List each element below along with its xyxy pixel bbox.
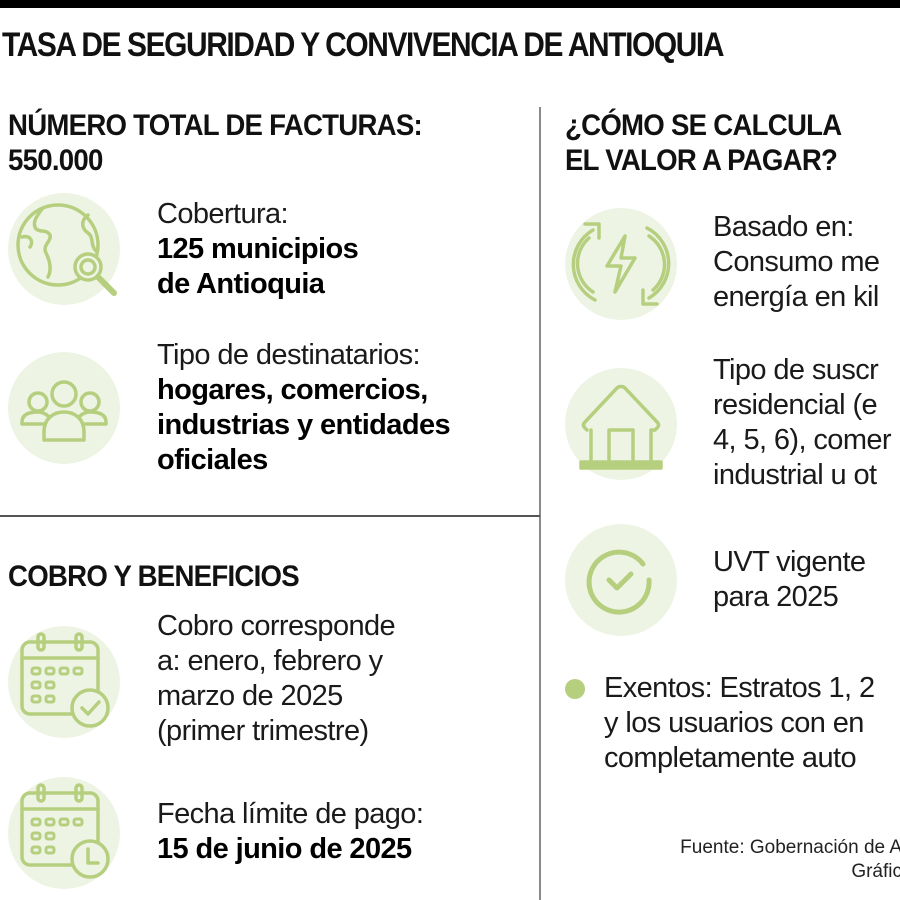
coverage-block: Cobertura: 125 municipios de Antioquia	[157, 198, 359, 300]
billing-heading: COBRO Y BENEFICIOS	[8, 560, 300, 593]
house-icon	[565, 368, 677, 480]
energy-cycle-icon	[565, 208, 677, 320]
basis-block: Basado en: Consumo me energía en kil	[713, 211, 880, 313]
check-circle-icon	[565, 524, 677, 636]
top-bar	[0, 0, 900, 8]
vertical-divider	[539, 107, 541, 900]
calendar-check-icon	[8, 626, 120, 738]
people-group-icon	[8, 352, 120, 464]
exempt-block: Exentos: Estratos 1, 2 y los usuarios co…	[604, 672, 875, 774]
page-title: TASA DE SEGURIDAD Y CONVIVENCIA DE ANTIO…	[2, 26, 724, 64]
subscriber-type-block: Tipo de suscr residencial (e 4, 5, 6), c…	[713, 354, 892, 491]
bullet-dot	[565, 679, 585, 699]
uvt-block: UVT vigente para 2025	[713, 546, 866, 613]
invoices-heading: NÚMERO TOTAL DE FACTURAS: 550.000	[8, 109, 423, 177]
billing-period-block: Cobro corresponde a: enero, febrero y ma…	[157, 610, 396, 747]
calculation-heading: ¿CÓMO SE CALCULA EL VALOR A PAGAR?	[565, 109, 842, 177]
recipients-block: Tipo de destinatarios: hogares, comercio…	[157, 339, 451, 476]
globe-magnifier-icon	[8, 193, 120, 305]
horizontal-divider	[0, 515, 540, 517]
calendar-clock-icon	[8, 777, 120, 889]
payment-deadline-block: Fecha límite de pago: 15 de junio de 202…	[157, 798, 424, 865]
source-credit: Fuente: Gobernación de A Gráfic	[680, 837, 900, 882]
invoices-total: 550.000	[8, 144, 103, 177]
